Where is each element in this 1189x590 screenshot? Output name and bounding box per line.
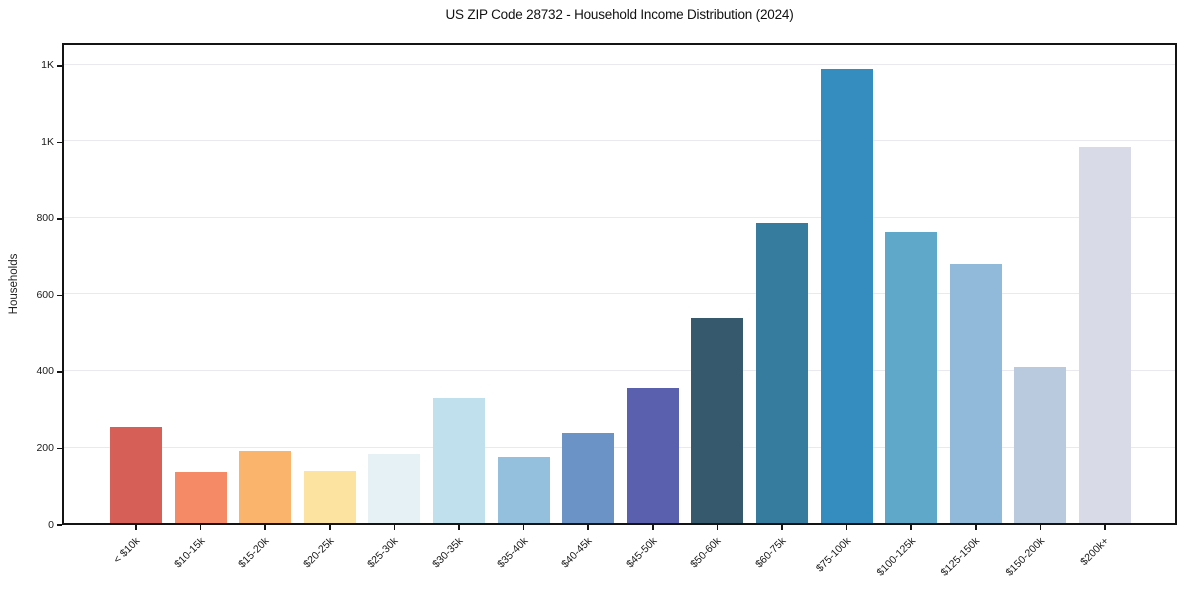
x-tick-mark <box>522 525 525 530</box>
x-tick-mark <box>652 525 654 530</box>
chart-title: US ZIP Code 28732 - Household Income Dis… <box>445 7 794 22</box>
bar-$30-35k <box>433 398 485 523</box>
x-tick-mark <box>1039 525 1042 530</box>
y-tick-label: 800 <box>36 212 54 225</box>
x-tick-mark <box>393 525 396 530</box>
bar-$50-60k <box>691 317 744 523</box>
bar-$25-30k <box>368 454 421 523</box>
gridline <box>64 140 1175 142</box>
bar-$60-75k <box>756 222 808 523</box>
y-tick-mark <box>57 294 62 297</box>
y-tick-mark <box>57 65 62 67</box>
gridline <box>64 216 1175 218</box>
y-tick-label: 1K <box>41 135 54 148</box>
x-tick-mark <box>135 525 137 530</box>
x-tick-label: $30-35k <box>430 535 466 571</box>
x-tick-label: $15-20k <box>236 535 272 571</box>
x-tick-label: $200k+ <box>1078 535 1112 569</box>
x-tick-label: < $10k <box>111 535 143 566</box>
bar-$200k+ <box>1079 147 1131 523</box>
bar-$40-45k <box>562 433 615 523</box>
x-tick-mark <box>199 525 202 530</box>
y-tick-label: 600 <box>36 288 54 301</box>
x-tick-label: $20-25k <box>300 535 337 571</box>
x-tick-label: $40-45k <box>559 535 595 571</box>
bar-$150-200k <box>1014 366 1067 523</box>
x-tick-mark <box>910 525 912 530</box>
bar-$75-100k <box>820 68 873 523</box>
x-tick-label: $100-125k <box>874 535 918 579</box>
bar-< $10k <box>110 427 162 523</box>
x-tick-mark <box>975 525 977 530</box>
x-tick-label: $10-15k <box>171 535 208 571</box>
y-tick-label: 0 <box>48 518 54 531</box>
bar-$10-15k <box>174 471 227 523</box>
x-tick-label: $50-60k <box>688 535 724 571</box>
x-tick-mark <box>458 525 460 530</box>
y-tick-mark <box>57 218 62 220</box>
y-tick-mark <box>57 447 62 450</box>
x-tick-mark <box>1104 525 1106 530</box>
gridline <box>64 63 1175 65</box>
gridline <box>64 293 1175 295</box>
y-tick-label: 400 <box>36 365 54 378</box>
x-tick-mark <box>781 525 783 530</box>
x-tick-label: $125-150k <box>938 535 983 579</box>
x-tick-label: $150-200k <box>1003 535 1047 579</box>
x-tick-label: $45-50k <box>623 535 660 571</box>
y-tick-label: 1K <box>41 59 54 72</box>
bar-$125-150k <box>949 263 1002 523</box>
bar-$35-40k <box>497 457 550 523</box>
x-tick-mark <box>845 525 848 530</box>
x-tick-label: $25-30k <box>365 535 401 571</box>
x-tick-mark <box>716 525 719 530</box>
gridline <box>64 369 1175 371</box>
x-tick-mark <box>264 525 266 530</box>
y-tick-mark <box>57 371 62 373</box>
bar-$100-125k <box>885 232 938 523</box>
x-tick-label: $35-40k <box>494 535 531 571</box>
bar-$45-50k <box>626 388 679 523</box>
x-tick-label: $60-75k <box>753 535 789 571</box>
plot-area <box>62 43 1177 525</box>
gridline <box>64 446 1175 448</box>
y-axis-label: Households <box>8 253 20 315</box>
y-tick-mark <box>57 141 62 144</box>
x-tick-mark <box>587 525 589 530</box>
bar-$20-25k <box>303 470 356 523</box>
y-tick-label: 200 <box>36 441 54 454</box>
x-tick-mark <box>329 525 331 530</box>
y-tick-mark <box>57 524 62 526</box>
bar-$15-20k <box>239 451 292 523</box>
x-tick-label: $75-100k <box>813 535 854 575</box>
